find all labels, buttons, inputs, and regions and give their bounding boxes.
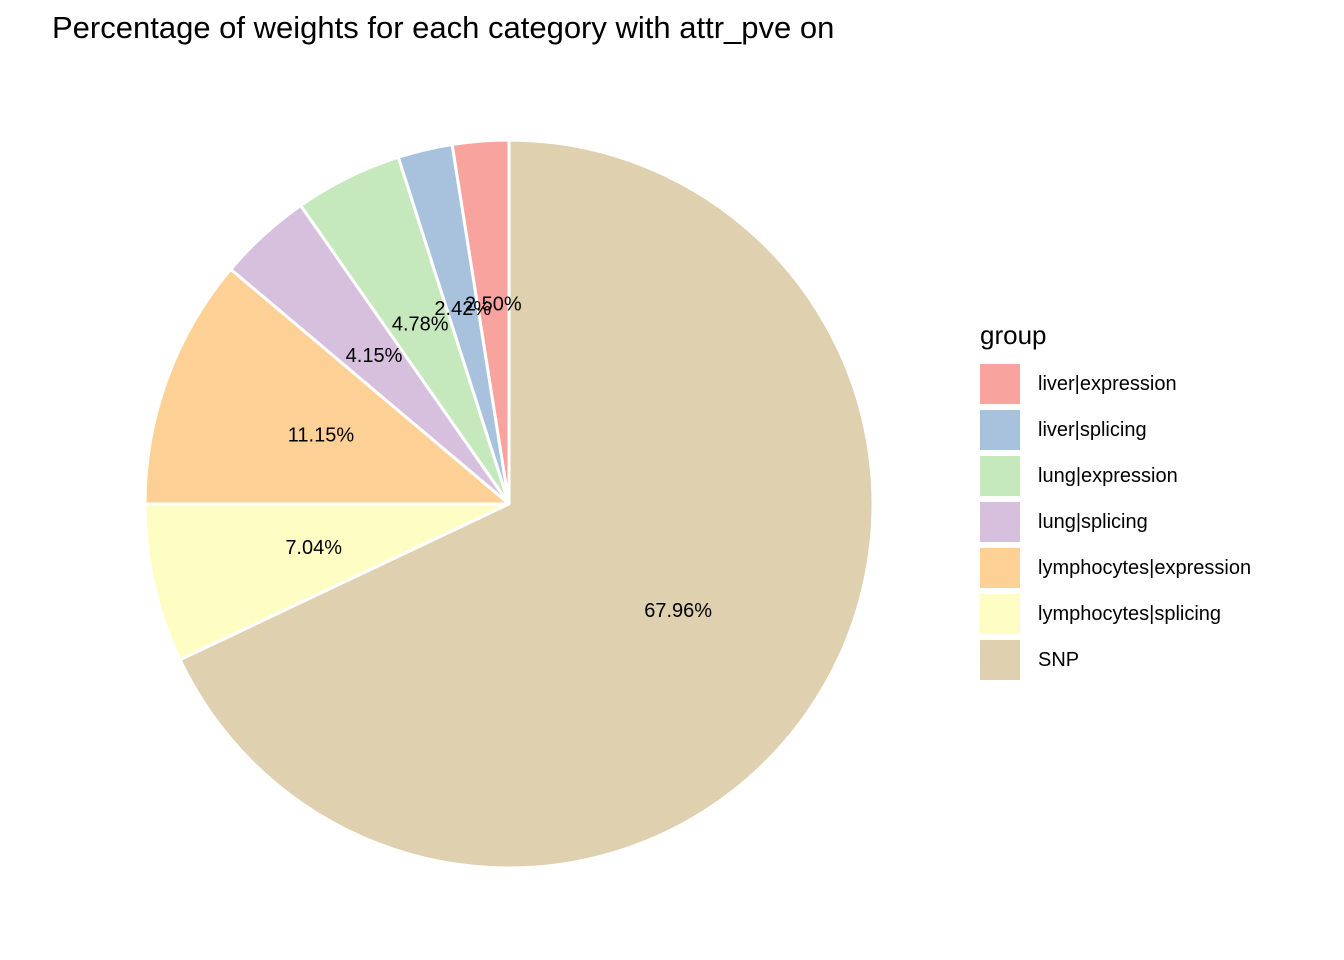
legend: group liver|expression liver|splicing lung… <box>980 320 1251 683</box>
legend-swatch <box>980 548 1020 588</box>
slice-label-lung-splicing: 4.15% <box>346 345 403 367</box>
slice-label-liver-splicing: 2.42% <box>434 298 491 320</box>
pie-labels: 2.50%2.42%4.78% 4.15% 11.15% 7.04% 67.96% <box>285 293 712 622</box>
pie-slice-lymphocytes-splicing <box>143 502 510 662</box>
slice-label-lymphocytes-splicing: 7.04% <box>285 537 342 559</box>
legend-item: liver|splicing <box>980 407 1251 453</box>
slice-label-lung-expression: 4.78% <box>392 314 449 336</box>
legend-swatch <box>980 594 1020 634</box>
legend-item: liver|expression <box>980 361 1251 407</box>
slice-label-liver-expression: 2.50% <box>465 293 522 315</box>
legend-swatch <box>980 364 1020 404</box>
legend-label: liver|expression <box>1038 372 1177 395</box>
slice-label-lymphocytes-expression: 11.15% <box>288 424 355 446</box>
legend-title: group <box>980 320 1047 350</box>
legend-swatch <box>980 456 1020 496</box>
legend-label: SNP <box>1038 648 1080 671</box>
legend-label: liver|splicing <box>1038 418 1147 441</box>
slice-label-snp: 67.96% <box>644 600 712 622</box>
legend-swatch <box>980 640 1020 680</box>
pie-slice-snp <box>178 138 875 870</box>
legend-item: SNP <box>980 637 1251 683</box>
legend-label: lymphocytes|splicing <box>1038 602 1222 625</box>
legend-items: liver|expression liver|splicing lung|expre… <box>980 361 1251 683</box>
pie-slices <box>143 138 875 870</box>
pie-slice-lymphocytes-expression <box>143 267 514 506</box>
legend-swatch <box>980 502 1020 542</box>
legend-item: lung|splicing <box>980 499 1251 545</box>
chart-title: Percentage of weights for each category … <box>52 10 835 45</box>
legend-item: lung|expression <box>980 453 1251 499</box>
legend-label: lung|splicing <box>1038 510 1148 533</box>
legend-swatch <box>980 410 1020 450</box>
legend-item: lymphocytes|splicing <box>980 591 1251 637</box>
legend-item: lymphocytes|expression <box>980 545 1251 591</box>
legend-label: lymphocytes|expression <box>1038 556 1252 579</box>
legend-label: lung|expression <box>1038 464 1178 487</box>
